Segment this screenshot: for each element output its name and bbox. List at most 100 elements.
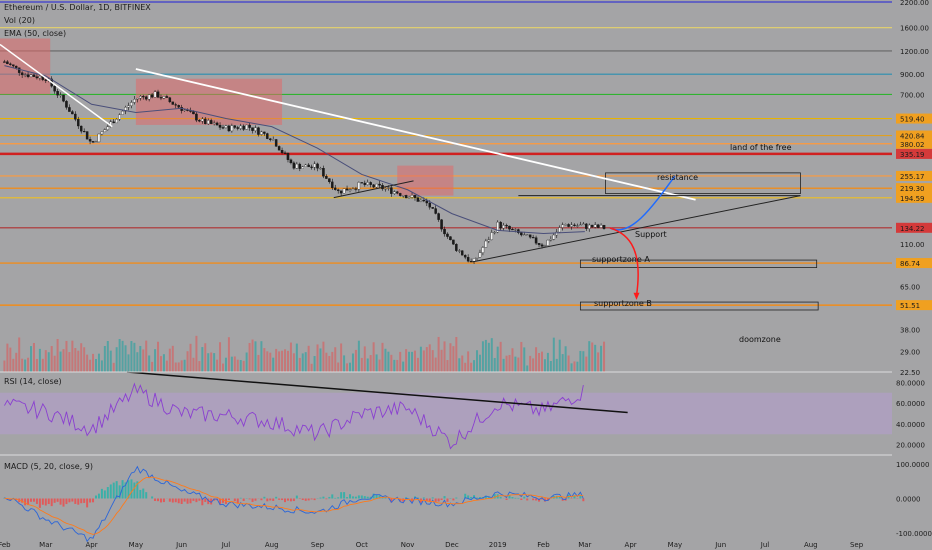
macd-histogram-bar [289,498,292,502]
macd-histogram-bar [366,496,369,499]
price-tick-label: 38.00 [900,327,920,335]
macd-histogram-bar [124,482,127,499]
macd-histogram-bar [30,498,33,502]
volume-bar [304,352,307,372]
macd-histogram-bar [183,498,186,502]
macd-histogram-bar [470,496,473,499]
candle-body [115,119,118,124]
volume-bar [292,353,295,372]
volume-bar [337,362,340,372]
candle-body [372,184,375,188]
macd-histogram-bar [130,479,133,499]
volume-bar [189,343,192,372]
macd-histogram-bar [121,480,124,499]
macd-tick-label: 0.0000 [896,496,921,504]
macd-histogram-bar [523,496,526,499]
candle-body [159,97,163,99]
volume-bar [35,358,38,372]
candle-body [413,195,417,198]
volume-bar [30,346,33,372]
price-label-badge [896,222,932,233]
time-tick-label: Jul [760,541,770,549]
volume-bar [399,351,402,372]
price-label-badge [896,130,932,141]
candle-body [345,188,349,191]
time-tick-label: Sep [311,541,325,549]
volume-bar [529,355,532,372]
volume-bar [186,351,189,372]
macd-histogram-bar [83,498,86,503]
macd-histogram-bar [44,498,47,506]
candle-body [585,223,588,229]
candle-body [201,118,204,122]
macd-histogram-bar [532,498,535,501]
volume-bar [496,346,499,372]
macd-histogram-bar [251,498,254,502]
macd-histogram-bar [210,498,213,505]
macd-histogram-bar [227,498,230,501]
volume-bar [77,350,80,372]
volume-bar [133,342,136,372]
supply-zone [397,165,454,196]
volume-bar [162,354,165,372]
macd-histogram-bar [157,498,160,502]
macd-histogram-bar [174,498,177,503]
volume-bar [263,348,266,372]
macd-histogram-bar [92,498,95,503]
rsi-tick-label: 20.0000 [896,442,925,450]
candle-body [369,182,372,185]
macd-histogram-bar [162,498,165,503]
support-arrowhead [633,292,640,300]
volume-bar [307,345,310,372]
volume-bar [422,350,425,372]
candle-body [171,101,175,105]
annotation-box [605,172,801,195]
candle-body [407,197,411,199]
candle-body [56,91,59,96]
annotation-boxes[interactable] [579,172,819,311]
candle-body [248,124,251,128]
volume-bar [180,360,183,372]
volume-bar [127,354,130,372]
candle-body [142,96,145,98]
time-tick-label: May [668,541,682,549]
volume-bar [286,350,289,372]
volume-bar [340,343,343,372]
volume-bar [546,352,549,372]
volume-bar [357,340,360,372]
macd-histogram-bar [455,497,458,499]
volume-bar [470,362,473,372]
candle-body [319,168,322,170]
candle-body [82,131,86,133]
volume-bar [597,352,600,372]
candle-body [354,188,358,190]
candle-body [269,138,272,141]
volume-bar [502,358,505,372]
macd-histogram-bar [487,496,490,499]
macd-histogram-bar [354,496,357,499]
macd-histogram-bar [558,496,561,499]
candle-body [517,229,520,233]
macd-histogram-bar [142,488,145,499]
rsi-pane: 80.0000 60.0000 40.0000 20.0000 [0,371,925,450]
macd-histogram-bar [390,498,393,503]
volume-bar [490,338,493,372]
candle-body [593,224,597,228]
volume-bar [349,362,352,372]
volume-bar [83,347,86,372]
macd-histogram-bar [222,498,224,503]
candle-body [118,114,121,120]
volume-bar [487,342,490,372]
ema-legend: EMA (50, close) [4,29,66,38]
candle-body [77,119,80,127]
volume-bar [213,353,216,372]
volume-bar [284,349,287,372]
volume-bar [360,357,363,372]
macd-histogram-bar [416,497,419,499]
candle-body [94,141,98,143]
drawn-trendlines[interactable] [0,43,801,300]
volume-bar [461,355,464,372]
candle-body [168,97,172,103]
land-label: land of the free [730,143,792,152]
